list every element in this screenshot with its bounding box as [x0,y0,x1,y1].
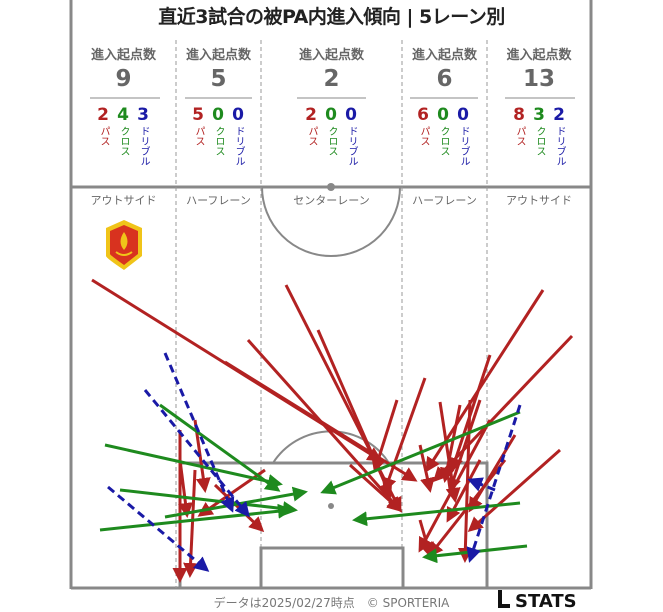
lane-4-pass-count: 6 [417,105,429,125]
lane-1-total: 9 [115,66,132,92]
lane-3-dribble-count: 0 [345,105,357,125]
lane-2-pass-label: パス [193,126,204,146]
dribble-arrow [466,404,522,563]
lane-1-pass-count: 2 [97,105,109,125]
lane-3-header-label: 進入起点数 [298,48,364,63]
lane-4-cross-count: 0 [437,105,449,125]
lane-5-name: アウトサイド [506,194,572,207]
lane-4-header-label: 進入起点数 [411,48,477,63]
lane-1-dribble-label: ドリブル [138,126,149,166]
lane-1-cross-count: 4 [117,105,129,125]
lane-3-cross-label: クロス [326,126,337,156]
lane-2-header-label: 進入起点数 [185,48,251,63]
lane-2-total: 5 [210,66,227,92]
cross-arrow [104,443,283,489]
lane-2-name: ハーフレーン [186,194,251,207]
cross-arrow [320,410,521,495]
pass-arrow [348,463,403,513]
lane-4-dribble-count: 0 [457,105,469,125]
lane-1-dribble-count: 3 [137,105,149,125]
lane-1-cross-label: クロス [118,126,129,156]
pass-arrow [381,377,427,493]
dribble-arrow [143,389,250,518]
lane-3-pass-label: パス [306,126,317,146]
dribble-arrow [467,477,496,492]
lane-5-header-label: 進入起点数 [506,48,572,63]
lane-5-total: 13 [522,66,555,92]
crest-icon [106,220,142,270]
page-title: 直近3試合の被PA内進入傾向 | 5レーン別 [158,6,505,28]
lane-3-cross-count: 0 [325,105,337,125]
lane-5-dribble-count: 2 [553,105,565,125]
lane-4-cross-label: クロス [438,126,449,156]
lane-1-pass-label: パス [98,126,109,146]
brand-logo: STATS [498,589,577,612]
lane-2-pass-count: 5 [192,105,204,125]
pass-arrow [418,419,492,553]
cross-arrow [159,403,281,492]
lane-3-dribble-label: ドリブル [346,126,357,166]
lane-1-header-label: 進入起点数 [90,48,156,63]
dribble-arrow [107,485,210,572]
lane-3-pass-count: 2 [305,105,317,125]
pass-arrow [439,404,462,483]
footer-note: データは2025/02/27時点 © SPORTERIA [213,596,450,610]
lane-2-cross-count: 0 [212,105,224,125]
pass-arrow [371,399,399,473]
brand-mark-icon [498,590,510,608]
lane-4-name: ハーフレーン [412,194,477,207]
pass-arrow [178,459,193,518]
lane-2-cross-label: クロス [213,126,224,156]
lane-4-dribble-label: ドリブル [458,126,469,166]
lane-5-pass-count: 8 [513,105,525,125]
lane-3-total: 2 [323,66,340,92]
brand-name: STATS [515,591,577,612]
lane-5-cross-label: クロス [534,126,545,156]
lane-5-dribble-label: ドリブル [554,126,565,166]
lane-2-dribble-label: ドリブル [233,126,244,166]
cross-arrow [422,544,528,564]
lane-3-name: センターレーン [293,194,370,207]
cross-arrow [352,501,521,527]
lane-1-name: アウトサイド [90,194,157,207]
cross-arrow [99,503,293,532]
lane-2-dribble-count: 0 [232,105,244,125]
dribble-arrow [163,352,235,513]
pass-arrow [246,339,402,513]
lane-4-total: 6 [436,66,453,92]
cross-arrow [119,488,298,517]
lane-4-pass-label: パス [418,126,429,146]
pass-arrow [446,399,482,493]
lane-5-pass-label: パス [514,126,525,146]
lane-5-cross-count: 3 [533,105,545,125]
